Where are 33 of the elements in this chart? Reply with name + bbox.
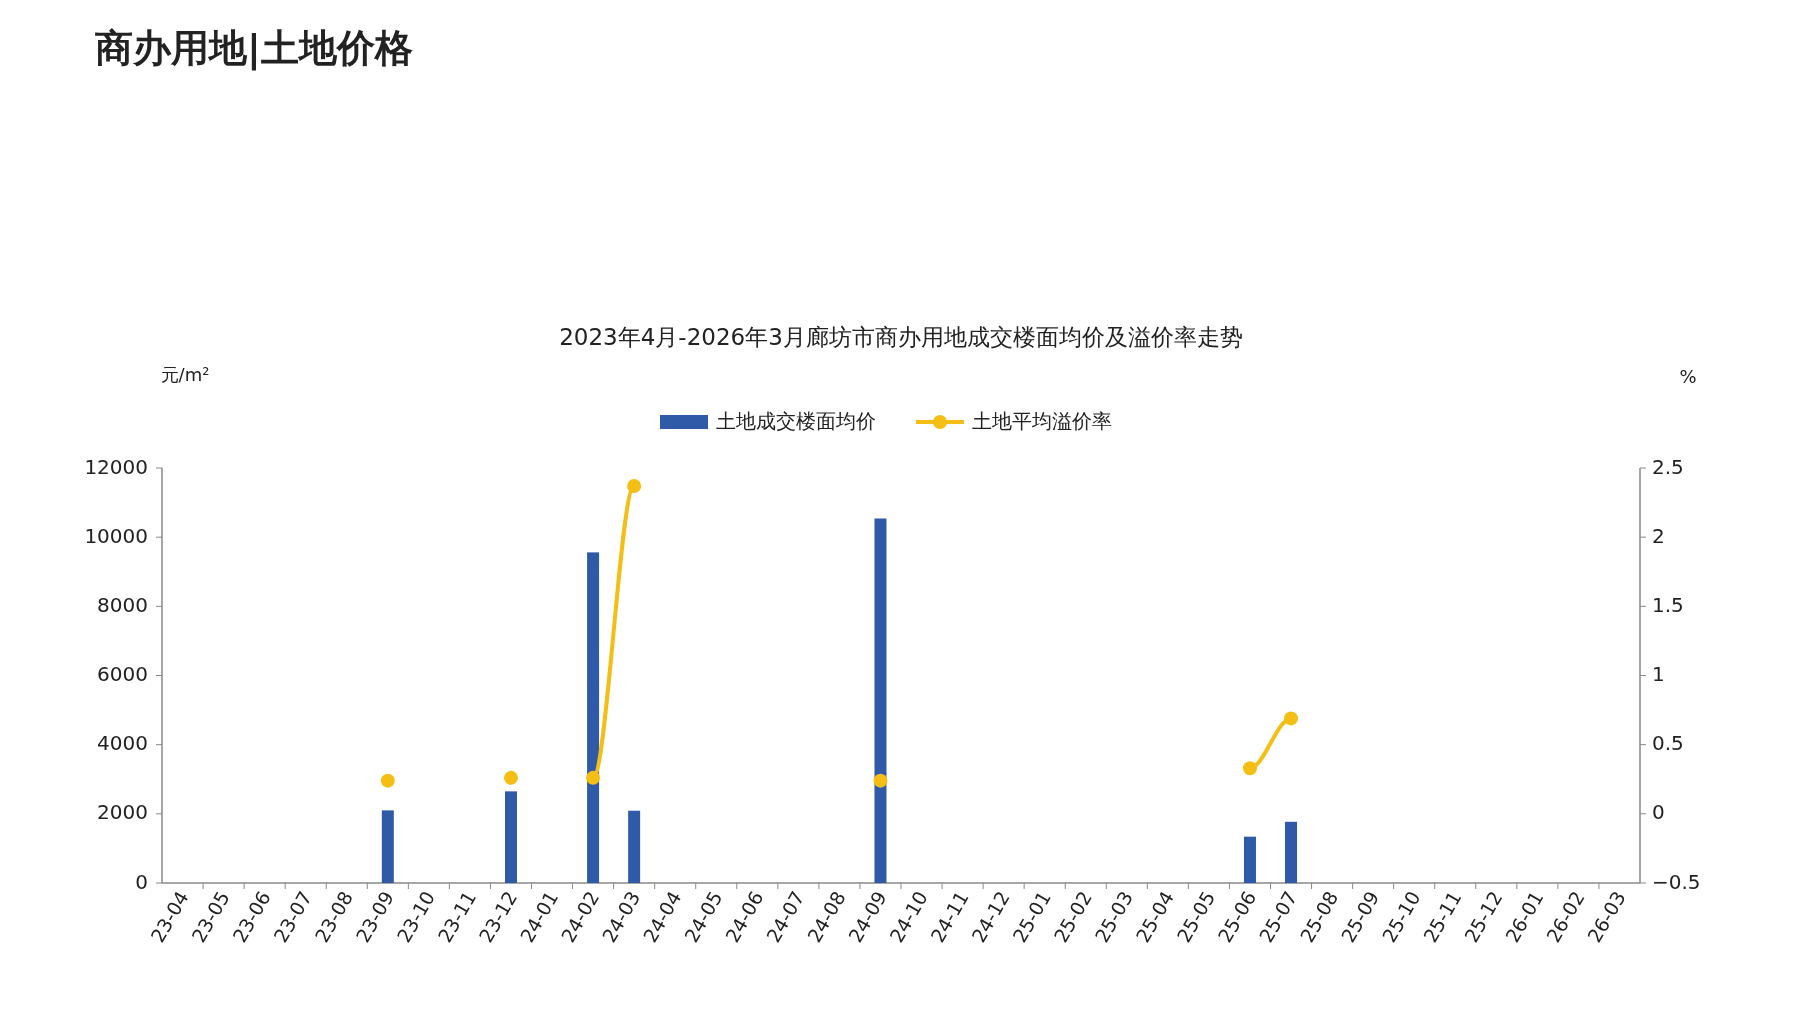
chart-title: 2023年4月-2026年3月廊坊市商办用地成交楼面均价及溢价率走势 <box>559 323 1243 350</box>
point <box>1284 711 1299 726</box>
point <box>1242 761 1257 776</box>
bar <box>1243 836 1256 883</box>
bar <box>381 810 394 883</box>
bar <box>874 518 887 883</box>
bar <box>628 810 641 883</box>
y-tick-label: 8000 <box>97 592 148 617</box>
bar <box>504 791 517 883</box>
y-tick-label: 0 <box>135 869 148 894</box>
y2-axis-title: % <box>1679 366 1697 387</box>
y2-tick-label: 1.5 <box>1652 592 1684 617</box>
point <box>503 770 518 785</box>
point <box>627 478 642 493</box>
y2-tick-label: 2 <box>1652 523 1665 548</box>
y2-tick-label: −0.5 <box>1652 869 1701 894</box>
point <box>380 773 395 788</box>
y-tick-label: 4000 <box>97 731 148 756</box>
y-axis-title: 元/m² <box>160 364 210 385</box>
y-tick-label: 2000 <box>97 800 148 825</box>
y2-tick-label: 1 <box>1652 662 1665 686</box>
y-tick-label: 10000 <box>84 523 148 548</box>
legend-label: 土地平均溢价率 <box>972 408 1112 433</box>
point <box>873 773 888 788</box>
y-tick-label: 12000 <box>84 454 148 479</box>
point <box>586 770 601 785</box>
text: 商办用地|土地价格 <box>95 25 413 71</box>
y2-tick-label: 0.5 <box>1652 731 1684 756</box>
y2-tick-label: 0 <box>1652 800 1665 825</box>
bar <box>1285 821 1298 883</box>
y-tick-label: 6000 <box>97 662 148 686</box>
y2-tick-label: 2.5 <box>1652 454 1684 479</box>
legend-label: 土地成交楼面均价 <box>716 408 876 433</box>
